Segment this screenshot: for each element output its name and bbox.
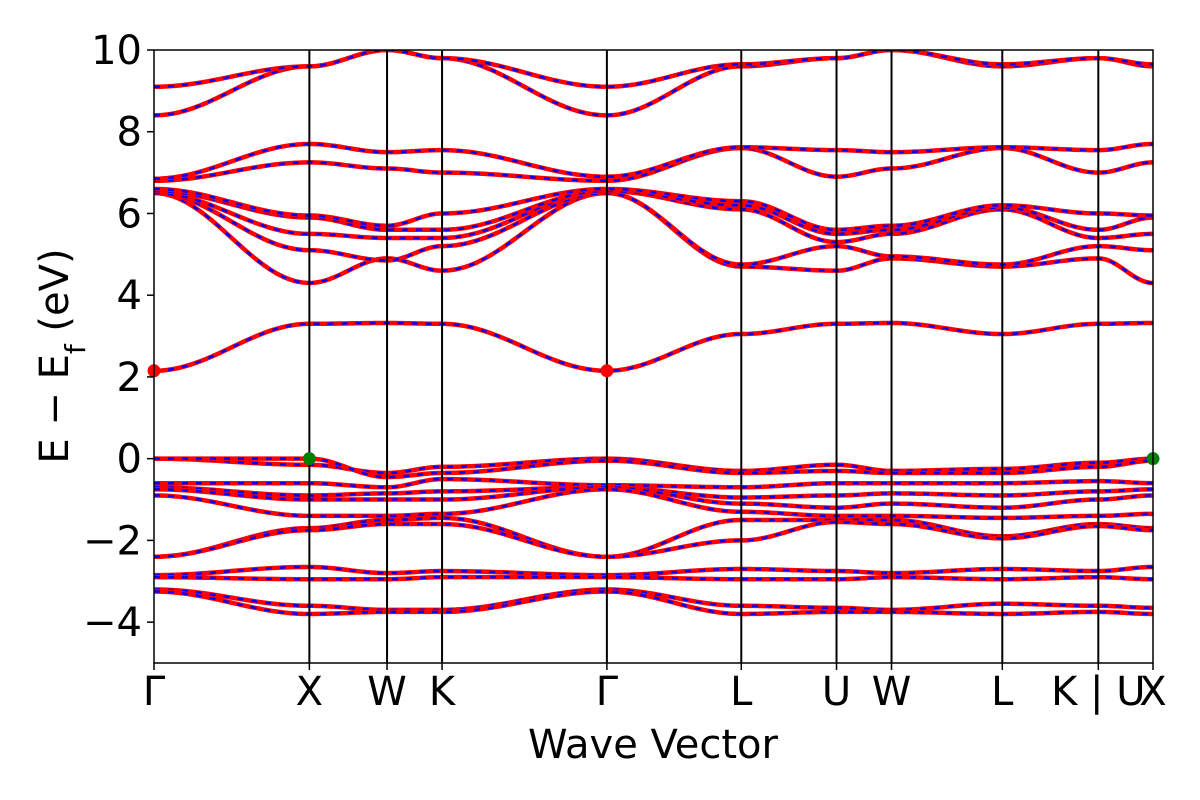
y-tick-label: 2 xyxy=(117,355,142,401)
kpath-lines-layer xyxy=(308,50,1100,663)
y-tick-label: 0 xyxy=(117,437,142,483)
y-axis-title-main: E − E xyxy=(32,354,78,464)
band-line-overlay xyxy=(154,187,1153,232)
y-axis-title-sub: f xyxy=(59,343,92,354)
band-line-overlay xyxy=(154,189,1153,236)
band-line-overlay xyxy=(154,142,1153,180)
y-tick-label: −2 xyxy=(83,518,142,564)
y-axis-title: E − Ef (eV) xyxy=(32,248,92,463)
x-axis-title: Wave Vector xyxy=(528,722,779,768)
plot-frame xyxy=(153,49,1154,664)
band-line-overlay xyxy=(154,50,1153,89)
x-tick-label: K | U xyxy=(1051,669,1145,715)
x-tick-label: W xyxy=(872,669,912,715)
y-tick-label: 8 xyxy=(117,110,142,156)
y-axis-ticks: −4 −2 0 2 4 6 8 10 xyxy=(83,28,154,646)
x-tick-label: K xyxy=(429,669,457,715)
x-tick-label: W xyxy=(367,669,407,715)
y-tick-label: 4 xyxy=(117,273,142,319)
x-tick-label: Γ xyxy=(596,669,619,715)
x-tick-label: U xyxy=(822,669,851,715)
y-axis-title-tail: (eV) xyxy=(32,248,78,344)
y-tick-label: −4 xyxy=(83,600,142,646)
x-tick-label: L xyxy=(730,669,753,715)
y-tick-label: 10 xyxy=(91,28,142,74)
vbm-marker xyxy=(302,452,316,466)
x-tick-label: L xyxy=(991,669,1014,715)
x-tick-label: X xyxy=(296,669,323,715)
x-tick-label: X xyxy=(1139,669,1166,715)
band-line-overlay xyxy=(154,321,1153,373)
y-tick-label: 6 xyxy=(117,191,142,237)
x-tick-label: Γ xyxy=(143,669,166,715)
cbm-marker xyxy=(600,364,614,378)
band-line-overlay xyxy=(154,520,1153,559)
markers-layer xyxy=(147,364,1160,466)
band-line-overlay xyxy=(154,191,1153,285)
